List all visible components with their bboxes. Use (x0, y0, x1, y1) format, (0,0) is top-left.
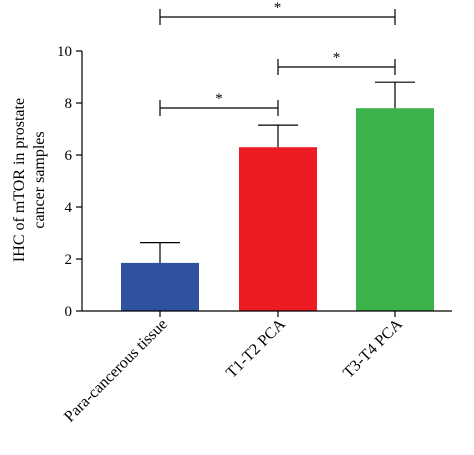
bars (121, 108, 434, 311)
error-bar (258, 124, 298, 148)
error-bar (140, 242, 180, 263)
bar (239, 147, 317, 311)
significance-bracket: * (159, 91, 279, 116)
bar (356, 108, 434, 311)
significance-label: * (215, 91, 223, 107)
axes (81, 51, 452, 317)
y-tick-label: 0 (65, 304, 73, 320)
y-tick-label: 4 (65, 200, 73, 216)
y-axis-ticks: 0 2 4 6 8 10 (57, 44, 82, 320)
y-axis-label-line-1: IHC of mTOR in prostate (11, 98, 28, 262)
y-tick-label: 8 (65, 96, 73, 112)
significance-brackets: * * * (159, 0, 396, 116)
y-tick-label: 10 (57, 44, 72, 60)
y-axis-label-line-2: cancer samples (31, 131, 48, 228)
y-tick-label: 6 (65, 148, 73, 164)
error-bars (140, 81, 415, 263)
significance-bracket: * (277, 50, 396, 75)
error-bar (375, 81, 415, 109)
y-tick-label: 2 (65, 252, 73, 268)
significance-label: * (333, 50, 341, 66)
x-category-label: T1-T2 PCA (223, 315, 289, 381)
y-axis-label: IHC of mTOR in prostate cancer samples (11, 98, 48, 262)
x-category-label: Para-cancerous tissue (61, 316, 171, 426)
x-category-label: T3-T4 PCA (340, 315, 406, 381)
significance-bracket: * (159, 0, 396, 25)
bar (121, 262, 199, 311)
x-axis-category-labels: Para-cancerous tissue T1-T2 PCA T3-T4 PCA (61, 315, 406, 425)
significance-label: * (274, 0, 282, 16)
